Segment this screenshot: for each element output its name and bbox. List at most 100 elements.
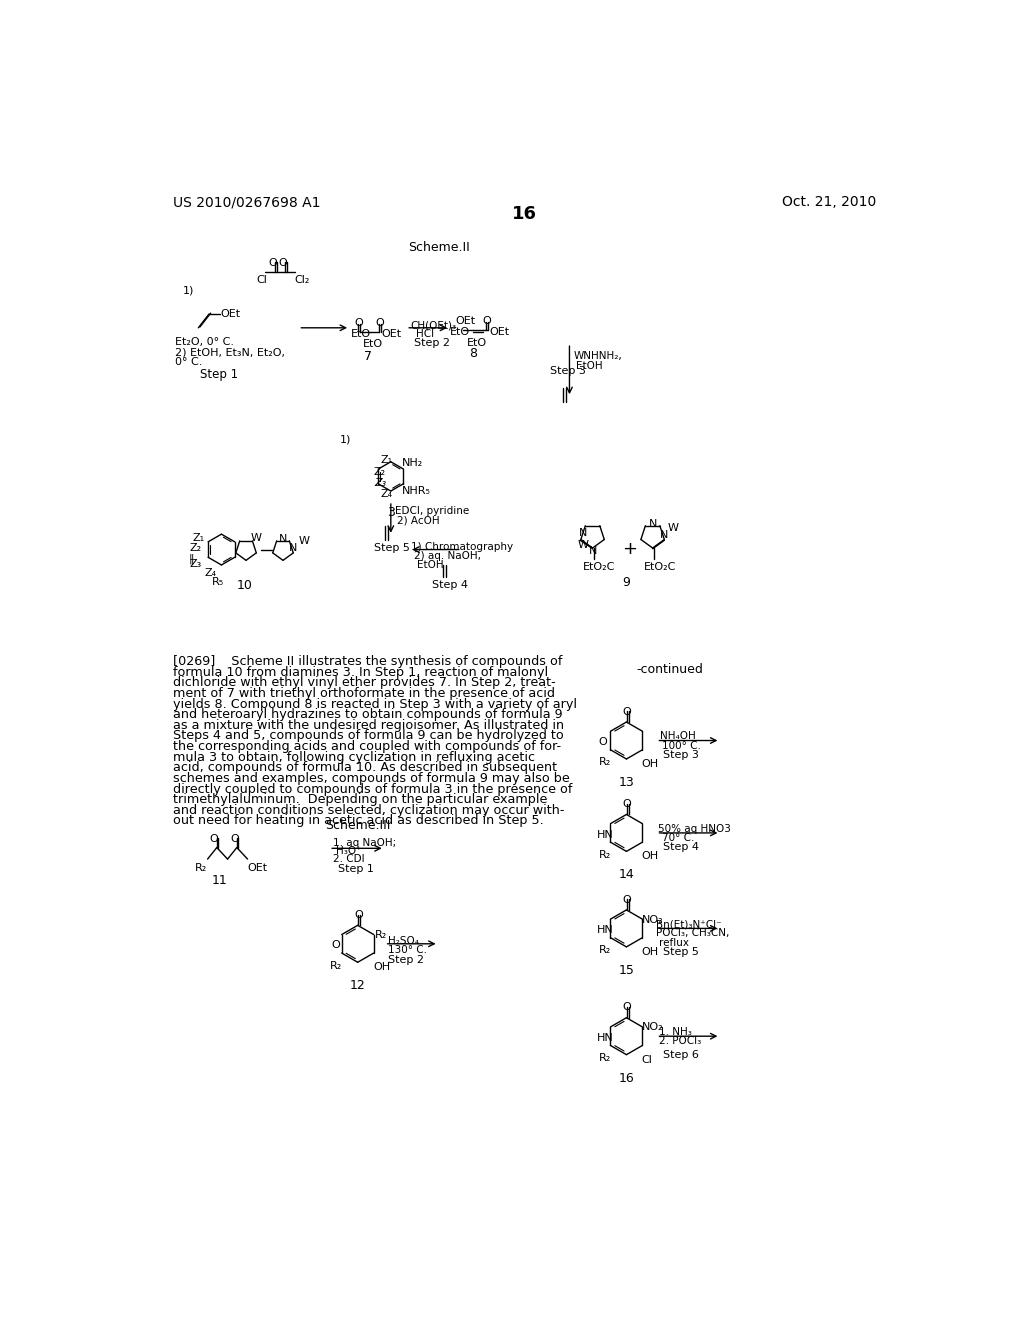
Text: OEt: OEt bbox=[489, 327, 510, 337]
Text: NH₄OH: NH₄OH bbox=[660, 731, 696, 742]
Text: Step 4: Step 4 bbox=[432, 581, 468, 590]
Text: schemes and examples, compounds of formula 9 may also be: schemes and examples, compounds of formu… bbox=[173, 772, 569, 785]
Text: OEt: OEt bbox=[382, 330, 401, 339]
Text: HCl: HCl bbox=[416, 330, 434, 339]
Text: R₂: R₂ bbox=[330, 961, 342, 970]
Text: O: O bbox=[599, 738, 607, 747]
Text: 130° C.: 130° C. bbox=[388, 945, 427, 956]
Text: Step 3: Step 3 bbox=[664, 750, 699, 760]
Text: trimethylaluminum.  Depending on the particular example: trimethylaluminum. Depending on the part… bbox=[173, 793, 547, 807]
Text: O: O bbox=[209, 834, 218, 843]
Text: 9: 9 bbox=[623, 576, 631, 589]
Text: directly coupled to compounds of formula 3 in the presence of: directly coupled to compounds of formula… bbox=[173, 783, 572, 796]
Text: 3: 3 bbox=[387, 506, 395, 519]
Text: Z₂: Z₂ bbox=[189, 544, 201, 553]
Text: O: O bbox=[623, 895, 632, 904]
Text: 70° C.: 70° C. bbox=[662, 833, 694, 843]
Text: 1): 1) bbox=[340, 434, 351, 444]
Text: N: N bbox=[660, 529, 669, 540]
Text: 2) aq. NaOH,: 2) aq. NaOH, bbox=[414, 552, 481, 561]
Text: Steps 4 and 5, compounds of formula 9 can be hydrolyzed to: Steps 4 and 5, compounds of formula 9 ca… bbox=[173, 730, 563, 742]
Text: 7: 7 bbox=[365, 350, 373, 363]
Text: 2. POCl₃: 2. POCl₃ bbox=[658, 1036, 701, 1047]
Text: the corresponding acids and coupled with compounds of for-: the corresponding acids and coupled with… bbox=[173, 741, 561, 752]
Text: OH: OH bbox=[373, 962, 390, 973]
Text: R₂: R₂ bbox=[599, 758, 611, 767]
Text: EtO₂C: EtO₂C bbox=[643, 562, 676, 572]
Text: Z₁: Z₁ bbox=[193, 533, 204, 543]
Text: Step 5: Step 5 bbox=[374, 544, 410, 553]
Text: Scheme.II: Scheme.II bbox=[408, 240, 469, 253]
Text: OH: OH bbox=[642, 759, 659, 770]
Text: Cl: Cl bbox=[256, 275, 267, 285]
Text: N: N bbox=[579, 528, 587, 539]
Text: Bn(Et)₃N⁺Cl⁻: Bn(Et)₃N⁺Cl⁻ bbox=[655, 919, 721, 929]
Text: O: O bbox=[354, 909, 362, 920]
Text: Step 5: Step 5 bbox=[664, 946, 699, 957]
Text: dichloride with ethyl vinyl ether provides 7. In Step 2, treat-: dichloride with ethyl vinyl ether provid… bbox=[173, 676, 556, 689]
Text: W: W bbox=[668, 524, 679, 533]
Text: Z₃: Z₃ bbox=[189, 558, 202, 569]
Text: Step 1: Step 1 bbox=[200, 368, 238, 381]
Text: NO₂: NO₂ bbox=[642, 1022, 664, 1032]
Text: WNHNH₂,: WNHNH₂, bbox=[573, 351, 622, 360]
Text: Z₄: Z₄ bbox=[380, 488, 392, 499]
Text: 10: 10 bbox=[237, 578, 253, 591]
Text: O: O bbox=[268, 257, 278, 268]
Text: 13: 13 bbox=[618, 776, 634, 789]
Text: formula 10 from diamines 3. In Step 1, reaction of malonyl: formula 10 from diamines 3. In Step 1, r… bbox=[173, 665, 548, 678]
Text: OH: OH bbox=[642, 851, 659, 862]
Text: 12: 12 bbox=[350, 979, 366, 993]
Text: 0° C.: 0° C. bbox=[175, 358, 203, 367]
Text: N: N bbox=[280, 535, 288, 544]
Text: EtO: EtO bbox=[451, 327, 470, 337]
Text: R₂: R₂ bbox=[599, 1053, 611, 1063]
Text: W: W bbox=[298, 536, 309, 545]
Text: O: O bbox=[354, 318, 362, 327]
Text: CH(OEt)₃: CH(OEt)₃ bbox=[410, 321, 457, 330]
Text: O: O bbox=[482, 317, 490, 326]
Text: out need for heating in acetic acid as described in Step 5.: out need for heating in acetic acid as d… bbox=[173, 814, 544, 828]
Text: R₂: R₂ bbox=[195, 863, 207, 873]
Text: O: O bbox=[375, 318, 384, 327]
Text: EtO: EtO bbox=[351, 330, 371, 339]
Text: 1) Chromatography: 1) Chromatography bbox=[411, 543, 513, 552]
Text: -continued: -continued bbox=[636, 663, 703, 676]
Text: HN: HN bbox=[597, 830, 614, 840]
Text: Step 2: Step 2 bbox=[414, 338, 450, 347]
Text: OEt: OEt bbox=[248, 863, 267, 873]
Text: Step 6: Step 6 bbox=[664, 1051, 699, 1060]
Text: EtO₂C: EtO₂C bbox=[584, 562, 615, 572]
Text: W: W bbox=[251, 533, 262, 543]
Text: Step 2: Step 2 bbox=[388, 954, 424, 965]
Text: O: O bbox=[623, 1002, 632, 1012]
Text: Step 4: Step 4 bbox=[664, 842, 699, 853]
Text: OEt: OEt bbox=[220, 309, 240, 319]
Text: 100° C.: 100° C. bbox=[662, 741, 700, 751]
Text: US 2010/0267698 A1: US 2010/0267698 A1 bbox=[173, 195, 321, 210]
Text: EtOH: EtOH bbox=[575, 360, 602, 371]
Text: 2) EtOH, Et₃N, Et₂O,: 2) EtOH, Et₃N, Et₂O, bbox=[175, 347, 286, 356]
Text: O: O bbox=[332, 940, 340, 950]
Text: Z₁: Z₁ bbox=[380, 455, 392, 465]
Text: ment of 7 with triethyl orthoformate in the presence of acid: ment of 7 with triethyl orthoformate in … bbox=[173, 686, 555, 700]
Text: 16: 16 bbox=[618, 1072, 634, 1085]
Text: NH₂: NH₂ bbox=[402, 458, 424, 467]
Text: 14: 14 bbox=[618, 869, 634, 882]
Text: HN: HN bbox=[597, 925, 614, 936]
Text: O: O bbox=[230, 834, 239, 843]
Text: R₂: R₂ bbox=[599, 945, 611, 956]
Text: ‖: ‖ bbox=[189, 553, 195, 564]
Text: NHR₅: NHR₅ bbox=[402, 486, 431, 495]
Text: 11: 11 bbox=[212, 874, 227, 887]
Text: Cl: Cl bbox=[642, 1055, 652, 1065]
Text: N: N bbox=[289, 544, 298, 553]
Text: EDCI, pyridine: EDCI, pyridine bbox=[394, 507, 469, 516]
Text: [0269]    Scheme II illustrates the synthesis of compounds of: [0269] Scheme II illustrates the synthes… bbox=[173, 655, 562, 668]
Text: 1): 1) bbox=[183, 285, 195, 296]
Text: acid, compounds of formula 10. As described in subsequent: acid, compounds of formula 10. As descri… bbox=[173, 762, 557, 775]
Text: EtO: EtO bbox=[364, 339, 383, 350]
Text: OH: OH bbox=[642, 946, 659, 957]
Text: Cl₂: Cl₂ bbox=[295, 275, 310, 285]
Text: EtOH: EtOH bbox=[417, 560, 443, 570]
